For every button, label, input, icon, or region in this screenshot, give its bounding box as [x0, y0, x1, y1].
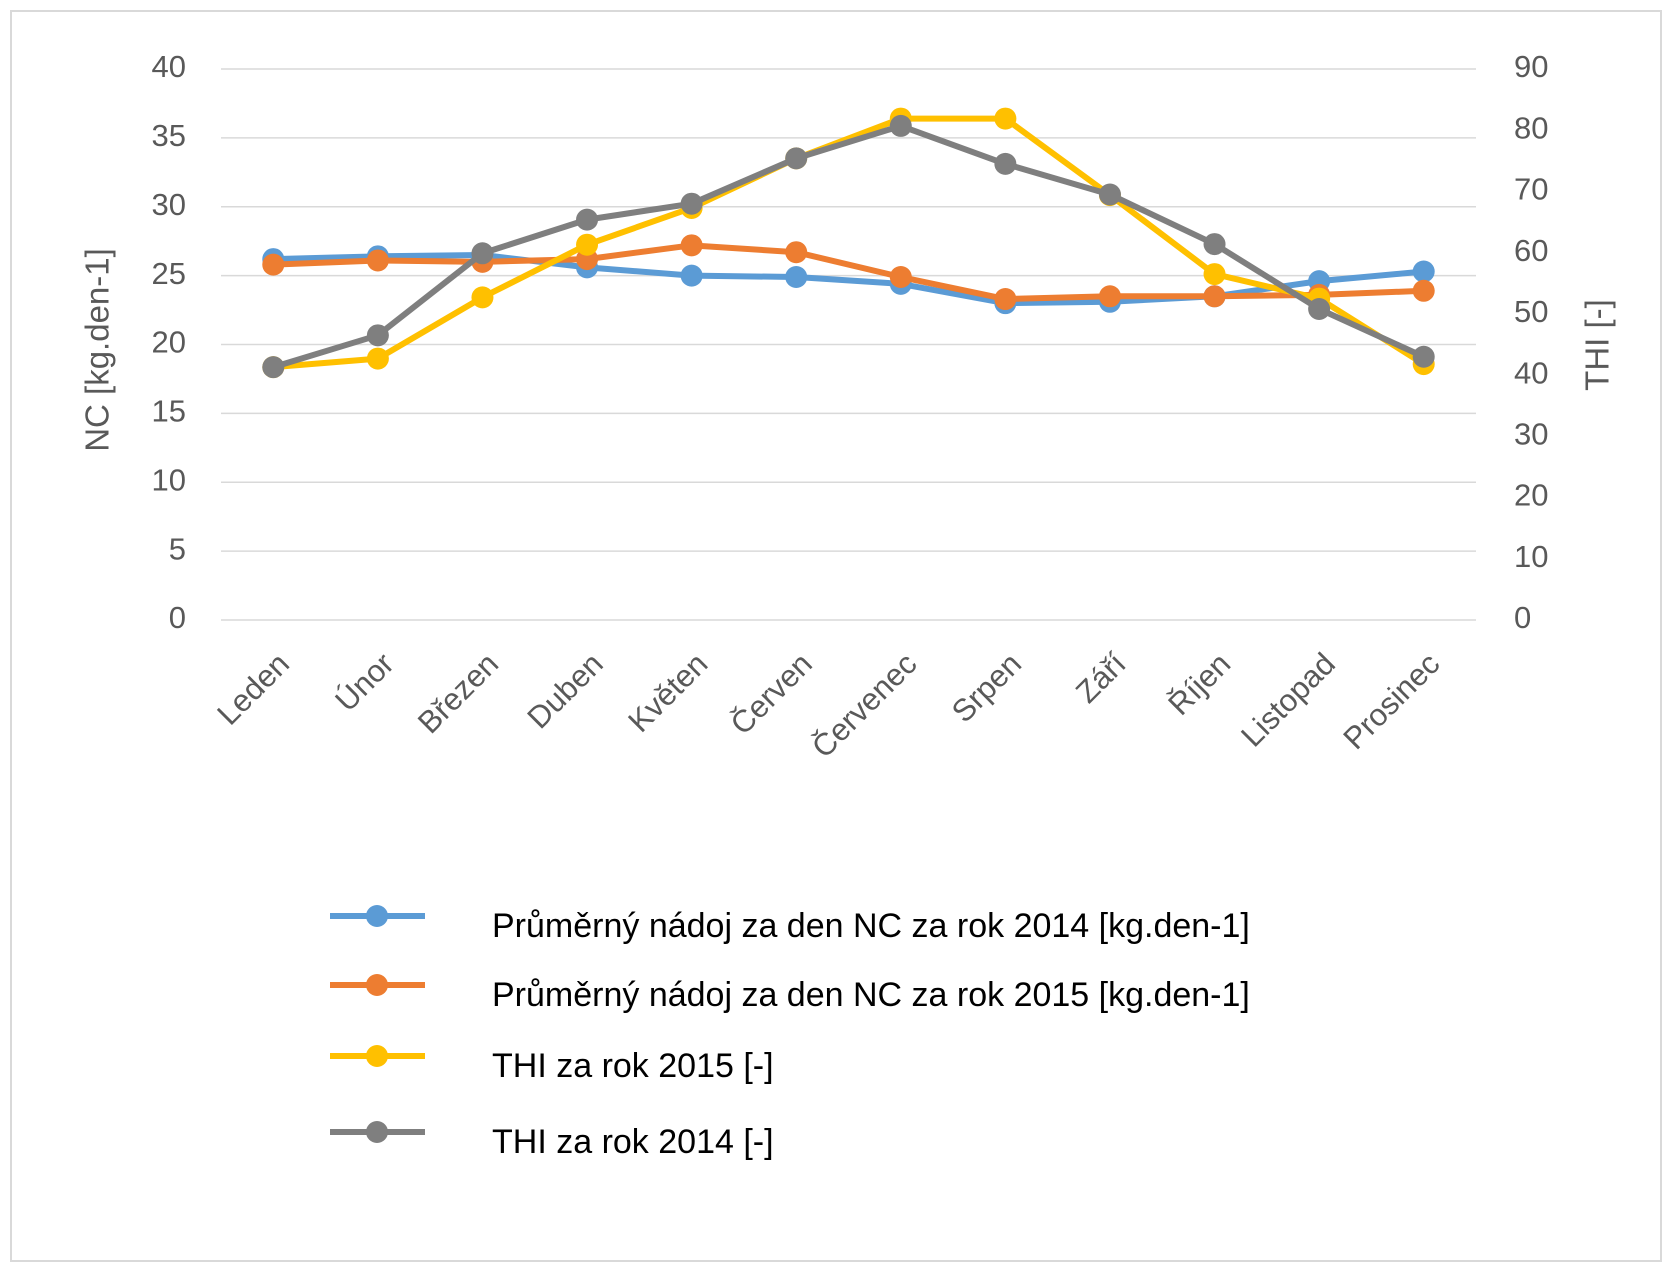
series-line — [273, 115, 1426, 371]
y-tick-label: 5 — [169, 531, 186, 566]
y-tick-label: 35 — [152, 118, 186, 153]
legend-label: THI za rok 2015 [-] — [492, 1047, 774, 1085]
series-line — [273, 242, 1424, 303]
legend-label: THI za rok 2014 [-] — [492, 1123, 774, 1161]
series-marker — [1203, 233, 1226, 256]
y-tick-label: 10 — [152, 462, 186, 497]
series-marker — [1098, 183, 1121, 206]
series-marker — [366, 347, 389, 370]
series-marker — [680, 192, 703, 215]
series-marker — [471, 286, 494, 309]
series-marker — [785, 147, 808, 170]
y2-tick-label: 20 — [1514, 478, 1548, 513]
series-marker — [471, 242, 494, 265]
series-marker — [366, 324, 389, 347]
series-marker — [785, 241, 808, 264]
series-marker — [1412, 279, 1435, 302]
y2-tick-label: 80 — [1514, 110, 1548, 145]
series-marker — [889, 114, 912, 137]
y-tick-label: 25 — [152, 256, 186, 291]
y-tick-label: 30 — [152, 187, 186, 222]
series-marker — [994, 107, 1017, 130]
series-marker — [1203, 263, 1226, 286]
y2-tick-label: 90 — [1514, 49, 1548, 84]
series-marker — [576, 233, 599, 256]
y-tick-label: 40 — [152, 49, 186, 84]
chart-frame — [10, 10, 1662, 1262]
legend-marker — [366, 974, 388, 996]
legend-marker — [366, 1121, 388, 1143]
y2-axis-label: THI [-] — [1579, 299, 1616, 391]
series-marker — [889, 266, 912, 289]
series-marker — [262, 253, 285, 276]
series-marker — [1098, 285, 1121, 308]
legend-label: Průměrný nádoj za den NC za rok 2015 [kg… — [492, 976, 1250, 1014]
series-marker — [576, 208, 599, 231]
series-marker — [1412, 345, 1435, 368]
series-marker — [994, 288, 1017, 311]
series-marker — [366, 249, 389, 272]
series-marker — [994, 152, 1017, 175]
y-tick-label: 15 — [152, 394, 186, 429]
y2-tick-label: 60 — [1514, 233, 1548, 268]
y2-tick-label: 40 — [1514, 355, 1548, 390]
legend-marker — [366, 1045, 388, 1067]
y2-tick-label: 30 — [1514, 417, 1548, 452]
y2-tick-label: 70 — [1514, 172, 1548, 207]
series-marker — [1412, 260, 1435, 283]
series-marker — [680, 234, 703, 257]
series-line — [272, 122, 1425, 371]
y2-tick-label: 10 — [1514, 539, 1548, 574]
y-tick-label: 0 — [169, 600, 186, 635]
series-marker — [680, 264, 703, 287]
series-marker — [262, 356, 285, 379]
series-marker — [1308, 297, 1331, 320]
series-marker — [785, 266, 808, 289]
y2-tick-label: 50 — [1514, 294, 1548, 329]
series-marker — [1203, 285, 1226, 308]
y-axis-label: NC [kg.den-1] — [79, 248, 116, 452]
legend-marker — [366, 905, 388, 927]
legend-label: Průměrný nádoj za den NC za rok 2014 [kg… — [492, 907, 1250, 945]
y2-tick-label: 0 — [1514, 600, 1531, 635]
y-tick-label: 20 — [152, 325, 186, 360]
